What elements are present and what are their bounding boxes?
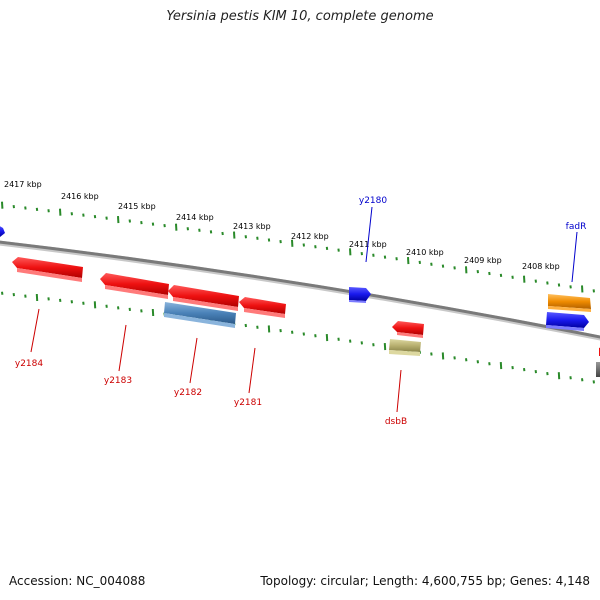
ruler-label: 2408 kbp (522, 262, 560, 271)
gene-forward-edge[interactable] (0, 225, 5, 237)
genome-summary-text: Topology: circular; Length: 4,600,755 bp… (260, 574, 590, 588)
label-y2180[interactable]: y2180 (359, 196, 388, 206)
gene-blue-right[interactable] (546, 312, 589, 331)
gene-y2182[interactable] (164, 302, 236, 328)
ruler-label: 2409 kbp (464, 256, 502, 265)
gene-y2182-red[interactable] (168, 285, 239, 311)
label-y2182[interactable]: y2182 (174, 388, 202, 398)
map-title: Yersinia pestis KIM 10, complete genome (166, 9, 434, 24)
gene-dsbB[interactable] (389, 339, 421, 356)
ruler-label: 2416 kbp (61, 192, 99, 201)
y2181-leader-line (248, 347, 256, 394)
genome-backbone-shadow (0, 240, 600, 341)
gene-red-near-dsbB[interactable] (392, 321, 424, 338)
ruler-label: 2412 kbp (291, 232, 329, 241)
accession-text: Accession: NC_004088 (9, 574, 146, 588)
gene-y2183[interactable] (100, 273, 169, 299)
ruler-label: 2414 kbp (176, 213, 214, 222)
genome-backbone (0, 240, 600, 339)
gene-fadR[interactable] (548, 294, 591, 312)
y2183-leader-line (118, 324, 127, 372)
ruler-label: 2410 kbp (406, 248, 444, 257)
fadR-leader-line (571, 231, 578, 283)
y2182-leader-line (189, 337, 198, 384)
gene-y2181[interactable] (239, 297, 286, 318)
ruler-label: 2415 kbp (118, 202, 156, 211)
gene-gray-edge[interactable] (596, 362, 600, 377)
label-y2184[interactable]: y2184 (15, 359, 44, 369)
label-y2181[interactable]: y2181 (234, 398, 262, 408)
lower-tick-ruler (1, 291, 595, 384)
label-dsbB[interactable]: dsbB (385, 417, 407, 427)
ruler-label: 2417 kbp (4, 180, 42, 189)
gene-y2184[interactable] (12, 257, 83, 282)
dsbB-leader-line (396, 369, 402, 413)
label-y2183[interactable]: y2183 (104, 376, 132, 386)
gene-y2180[interactable] (349, 287, 371, 303)
y2180-leader-line (365, 206, 373, 263)
ruler-label: 2413 kbp (233, 222, 271, 231)
label-fadR[interactable]: fadR (566, 222, 587, 232)
y2184-leader-line (30, 308, 40, 353)
upper-tick-ruler (1, 201, 595, 293)
